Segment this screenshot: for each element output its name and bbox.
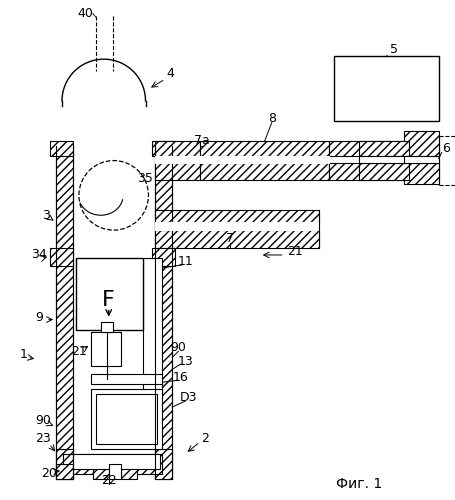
Text: 90: 90 (170, 341, 186, 354)
Bar (121, 464, 136, 478)
Text: 4: 4 (166, 66, 174, 80)
Text: 35: 35 (137, 172, 153, 185)
Bar (155, 222, 319, 230)
Text: Фиг. 1: Фиг. 1 (335, 476, 381, 490)
Text: 20: 20 (41, 467, 57, 480)
Bar (155, 210, 319, 224)
Bar (155, 222, 175, 230)
Bar (329, 162, 438, 180)
Text: 11: 11 (177, 256, 193, 268)
Bar (101, 322, 112, 332)
Bar (329, 140, 438, 156)
Bar (91, 332, 121, 366)
Text: 1: 1 (19, 348, 27, 361)
Text: 21: 21 (71, 345, 86, 358)
Bar (403, 130, 438, 156)
Bar (155, 162, 200, 180)
Text: 7: 7 (226, 232, 233, 244)
Text: 90: 90 (35, 414, 51, 428)
Bar (359, 156, 408, 162)
Text: 13: 13 (177, 355, 193, 368)
Text: 21: 21 (286, 246, 302, 258)
Text: 7a: 7a (194, 134, 210, 147)
Bar (200, 156, 329, 162)
Text: 3: 3 (42, 208, 50, 222)
Text: 16: 16 (172, 370, 188, 384)
Bar (108, 464, 121, 478)
Text: 40: 40 (77, 7, 93, 20)
Bar (56, 260, 73, 478)
Bar (91, 374, 162, 384)
Bar (155, 260, 172, 478)
Bar (50, 140, 73, 156)
Text: 8: 8 (267, 112, 275, 126)
Bar (155, 156, 200, 162)
Bar (63, 454, 162, 473)
Bar (93, 464, 108, 478)
Bar (155, 146, 172, 260)
Bar (403, 162, 438, 184)
Text: D3: D3 (179, 390, 197, 404)
Bar (200, 162, 329, 180)
Bar (96, 394, 157, 444)
Bar (359, 162, 408, 180)
Bar (359, 140, 408, 156)
Bar (155, 140, 200, 156)
Bar (56, 146, 73, 260)
Bar (50, 248, 73, 266)
Bar (155, 449, 172, 478)
Text: F: F (102, 290, 115, 310)
Text: 5: 5 (389, 42, 397, 56)
Bar (403, 156, 438, 162)
Bar (152, 140, 175, 156)
Bar (76, 258, 142, 330)
Text: 23: 23 (35, 432, 51, 446)
Text: 9: 9 (35, 311, 43, 324)
Bar (73, 454, 160, 468)
Text: 34: 34 (31, 248, 47, 262)
Bar (200, 140, 329, 156)
Bar (142, 258, 162, 397)
Bar (152, 248, 175, 266)
Bar (155, 230, 319, 248)
Bar (56, 449, 73, 478)
Text: 6: 6 (441, 142, 449, 155)
Polygon shape (62, 59, 145, 101)
Bar (56, 464, 73, 478)
Text: 2: 2 (201, 432, 209, 446)
Bar (91, 389, 162, 449)
Text: 22: 22 (101, 474, 116, 487)
Bar (334, 56, 438, 121)
